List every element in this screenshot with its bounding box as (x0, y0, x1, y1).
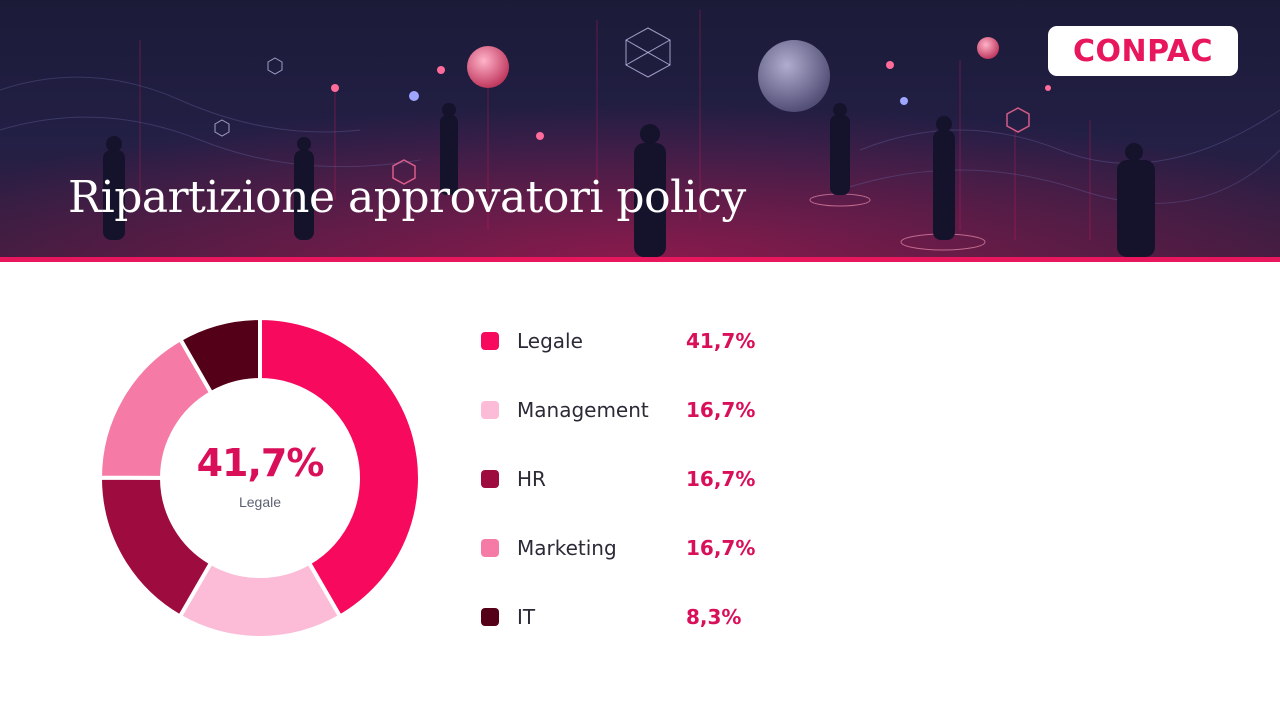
legend-swatch-management (481, 401, 499, 419)
legend-label-it: IT (517, 605, 536, 629)
legend-label-management: Management (517, 398, 649, 422)
legend-item-management: Management 16,7% (481, 386, 801, 455)
donut-center: 41,7% Legale (160, 440, 360, 510)
legend-swatch-it (481, 608, 499, 626)
brand-logo-text: CONPAC (1072, 33, 1214, 69)
legend-value-legale: 41,7% (686, 329, 756, 353)
donut-slice-it (177, 316, 262, 396)
legend-value-it: 8,3% (686, 605, 742, 629)
legend-value-hr: 16,7% (686, 467, 756, 491)
header-banner: Ripartizione approvatori policy CONPAC (0, 0, 1280, 257)
legend-label-hr: HR (517, 467, 546, 491)
legend-item-hr: HR 16,7% (481, 455, 801, 524)
legend-item-marketing: Marketing 16,7% (481, 524, 801, 593)
legend-swatch-hr (481, 470, 499, 488)
legend-value-management: 16,7% (686, 398, 756, 422)
donut-slice-legale (258, 316, 422, 620)
donut-svg (98, 316, 422, 640)
legend-swatch-legale (481, 332, 499, 350)
page-title: Ripartizione approvatori policy (68, 172, 746, 223)
legend-item-legale: Legale 41,7% (481, 317, 801, 386)
accent-stripe (0, 257, 1280, 262)
brand-logo: CONPAC (1048, 26, 1238, 76)
legend-label-legale: Legale (517, 329, 583, 353)
center-value: 41,7% (196, 441, 325, 485)
center-label: Legale (238, 494, 282, 510)
chart-legend: Legale 41,7% Management 16,7% HR 16,7% Marketi… (481, 317, 801, 662)
legend-value-marketing: 16,7% (686, 536, 756, 560)
legend-item-it: IT 8,3% (481, 593, 801, 662)
legend-label-marketing: Marketing (517, 536, 617, 560)
legend-swatch-marketing (481, 539, 499, 557)
donut-chart: 41,7% Legale (98, 316, 422, 640)
